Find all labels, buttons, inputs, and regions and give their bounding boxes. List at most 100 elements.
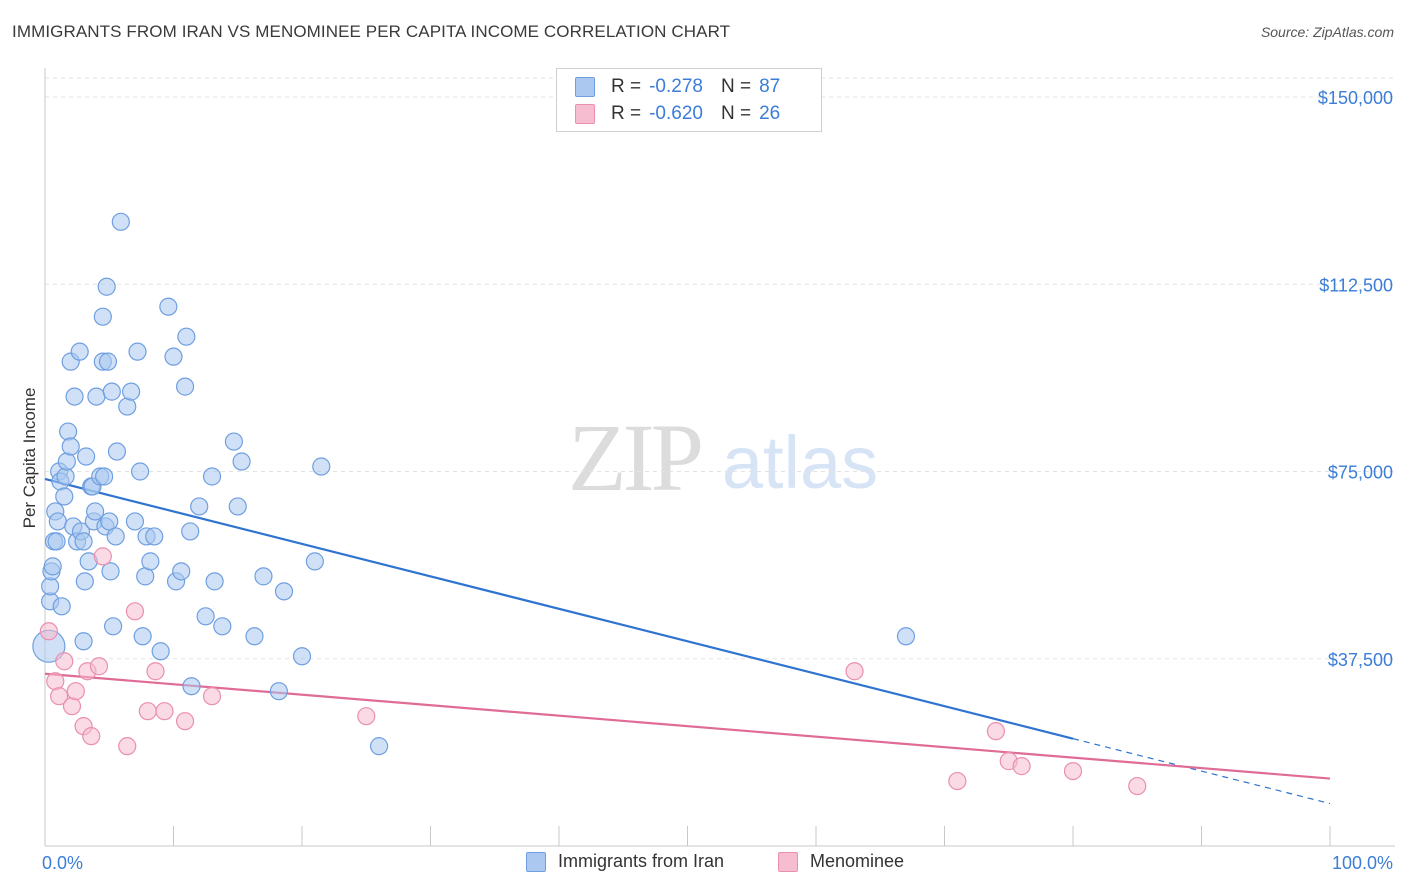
- iran-point: [232, 452, 251, 471]
- iran-point: [52, 597, 71, 616]
- iran-trend-line: [44, 477, 1074, 740]
- bottom-legend-swatch-iran: [526, 851, 546, 872]
- legend-n-value: 87: [759, 76, 781, 97]
- bottom-legend-label-iran: Immigrants from Iran: [558, 851, 725, 871]
- iran-point: [74, 532, 93, 551]
- menominee-point: [89, 657, 109, 676]
- menominee-point: [845, 662, 864, 681]
- legend-n-label: N =: [720, 76, 752, 97]
- iran-point: [202, 467, 222, 486]
- iran-point: [100, 512, 119, 531]
- iran-point: [61, 437, 80, 456]
- x-tick-label: 100.0%: [1332, 853, 1393, 873]
- iran-point: [56, 467, 75, 486]
- iran-point: [70, 342, 89, 361]
- iran-point: [121, 382, 141, 401]
- legend-r-value: -0.278: [649, 76, 703, 97]
- source-label: Source: ZipAtlas.com: [1260, 24, 1394, 40]
- iran-point: [77, 447, 96, 466]
- iran-point: [196, 607, 215, 626]
- menominee-point: [986, 722, 1006, 741]
- iran-point: [228, 497, 247, 516]
- menominee-point: [50, 687, 69, 706]
- iran-point: [47, 532, 66, 551]
- menominee-point: [202, 687, 222, 706]
- bottom-legend-swatch-menominee: [778, 851, 798, 872]
- iran-point: [128, 342, 147, 361]
- iran-point: [97, 277, 116, 296]
- iran-point: [159, 297, 178, 316]
- iran-point: [102, 382, 121, 401]
- menominee-point: [39, 622, 58, 641]
- menominee-point: [146, 662, 165, 681]
- iran-point: [133, 627, 152, 646]
- menominee-point: [82, 727, 101, 746]
- iran-point: [182, 677, 201, 696]
- legend-n-label: N =: [720, 103, 752, 124]
- legend-row-menominee: R = -0.620 N = 26: [575, 102, 780, 126]
- iran-point: [111, 212, 130, 231]
- iran-point: [101, 562, 120, 581]
- iran-point: [224, 432, 243, 451]
- iran-point: [305, 552, 324, 571]
- chart-title: IMMIGRANTS FROM IRAN VS MENOMINEE PER CA…: [12, 22, 731, 41]
- bottom-legend-label-menominee: Menominee: [810, 851, 905, 871]
- menominee-point: [1063, 761, 1083, 781]
- iran-point: [55, 487, 74, 506]
- legend-r-label: R =: [611, 76, 642, 97]
- menominee-point: [125, 602, 145, 621]
- iran-point: [312, 457, 331, 476]
- bottom-legend-menominee[interactable]: Menominee: [778, 851, 904, 872]
- menominee-point: [66, 682, 85, 701]
- legend-r-value: -0.620: [649, 103, 703, 124]
- iran-point: [107, 442, 127, 461]
- menominee-point: [1128, 776, 1147, 796]
- y-tick-label: $37,500: [1328, 650, 1393, 670]
- iran-point: [59, 422, 78, 441]
- iran-point: [43, 557, 62, 576]
- menominee-point: [357, 707, 376, 726]
- iran-point: [896, 627, 916, 646]
- iran-point: [74, 632, 93, 651]
- iran-point: [172, 562, 191, 581]
- iran-point: [269, 682, 288, 701]
- iran-point: [95, 467, 114, 486]
- iran-point: [190, 497, 209, 516]
- menominee-point: [1012, 757, 1031, 776]
- legend-swatch-menominee: [575, 104, 595, 124]
- menominee-point: [118, 737, 137, 756]
- legend-r-label: R =: [611, 103, 642, 124]
- legend-swatch-iran: [575, 77, 595, 97]
- watermark-zip: ZIP: [568, 404, 701, 511]
- iran-point: [145, 527, 164, 546]
- iran-point: [245, 627, 264, 646]
- iran-point: [141, 552, 160, 571]
- iran-trend-extension: [1072, 738, 1331, 805]
- bottom-legend-iran[interactable]: Immigrants from Iran: [526, 851, 724, 872]
- iran-point: [118, 397, 137, 416]
- legend-row-iran: R = -0.278 N = 87: [575, 75, 780, 99]
- iran-point: [164, 347, 183, 366]
- y-tick-label: $75,000: [1328, 463, 1393, 483]
- iran-point: [213, 617, 232, 636]
- iran-point: [75, 572, 94, 591]
- iran-point: [87, 387, 106, 406]
- y-axis-label: Per Capita Income: [20, 388, 39, 529]
- iran-point: [274, 582, 294, 601]
- iran-point: [292, 647, 312, 666]
- menominee-point: [948, 771, 967, 791]
- menominee-point: [62, 697, 82, 716]
- menominee-point: [93, 547, 112, 566]
- iran-point: [41, 577, 60, 596]
- iran-point: [254, 567, 273, 586]
- iran-point: [181, 522, 200, 541]
- menominee-point: [55, 652, 74, 671]
- y-tick-label: $150,000: [1318, 88, 1393, 108]
- iran-point: [57, 452, 76, 471]
- iran-point: [370, 737, 389, 756]
- watermark-atlas: atlas: [722, 421, 878, 504]
- iran-point: [48, 512, 67, 531]
- iran-point: [175, 377, 195, 396]
- menominee-trend-line: [44, 672, 1331, 780]
